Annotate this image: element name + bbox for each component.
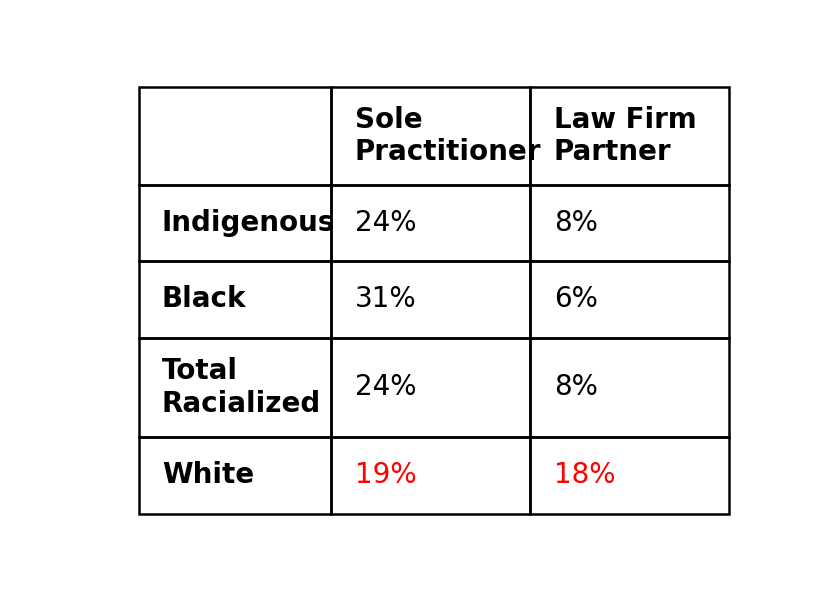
Bar — [139, 437, 330, 513]
Bar — [330, 437, 529, 513]
Text: Sole
Practitioner: Sole Practitioner — [354, 106, 540, 166]
Text: 31%: 31% — [354, 286, 416, 314]
Text: 19%: 19% — [354, 461, 416, 489]
Text: 24%: 24% — [354, 373, 416, 401]
Text: 8%: 8% — [553, 373, 597, 401]
Text: Law Firm
Partner: Law Firm Partner — [553, 106, 696, 166]
Bar — [139, 184, 330, 261]
Bar — [330, 337, 529, 437]
Bar — [330, 261, 529, 337]
Bar — [139, 87, 330, 184]
Text: 6%: 6% — [553, 286, 597, 314]
Bar — [529, 337, 729, 437]
Bar — [330, 184, 529, 261]
Bar — [529, 261, 729, 337]
Bar — [139, 337, 330, 437]
Text: White: White — [161, 461, 254, 489]
Text: 8%: 8% — [553, 209, 597, 237]
Bar — [330, 87, 529, 184]
Text: Total
Racialized: Total Racialized — [161, 357, 321, 418]
Bar — [139, 261, 330, 337]
Text: Indigenous: Indigenous — [161, 209, 335, 237]
Text: Black: Black — [161, 286, 246, 314]
Bar — [529, 184, 729, 261]
Bar — [529, 437, 729, 513]
Bar — [529, 87, 729, 184]
Text: 24%: 24% — [354, 209, 416, 237]
Text: 18%: 18% — [553, 461, 614, 489]
